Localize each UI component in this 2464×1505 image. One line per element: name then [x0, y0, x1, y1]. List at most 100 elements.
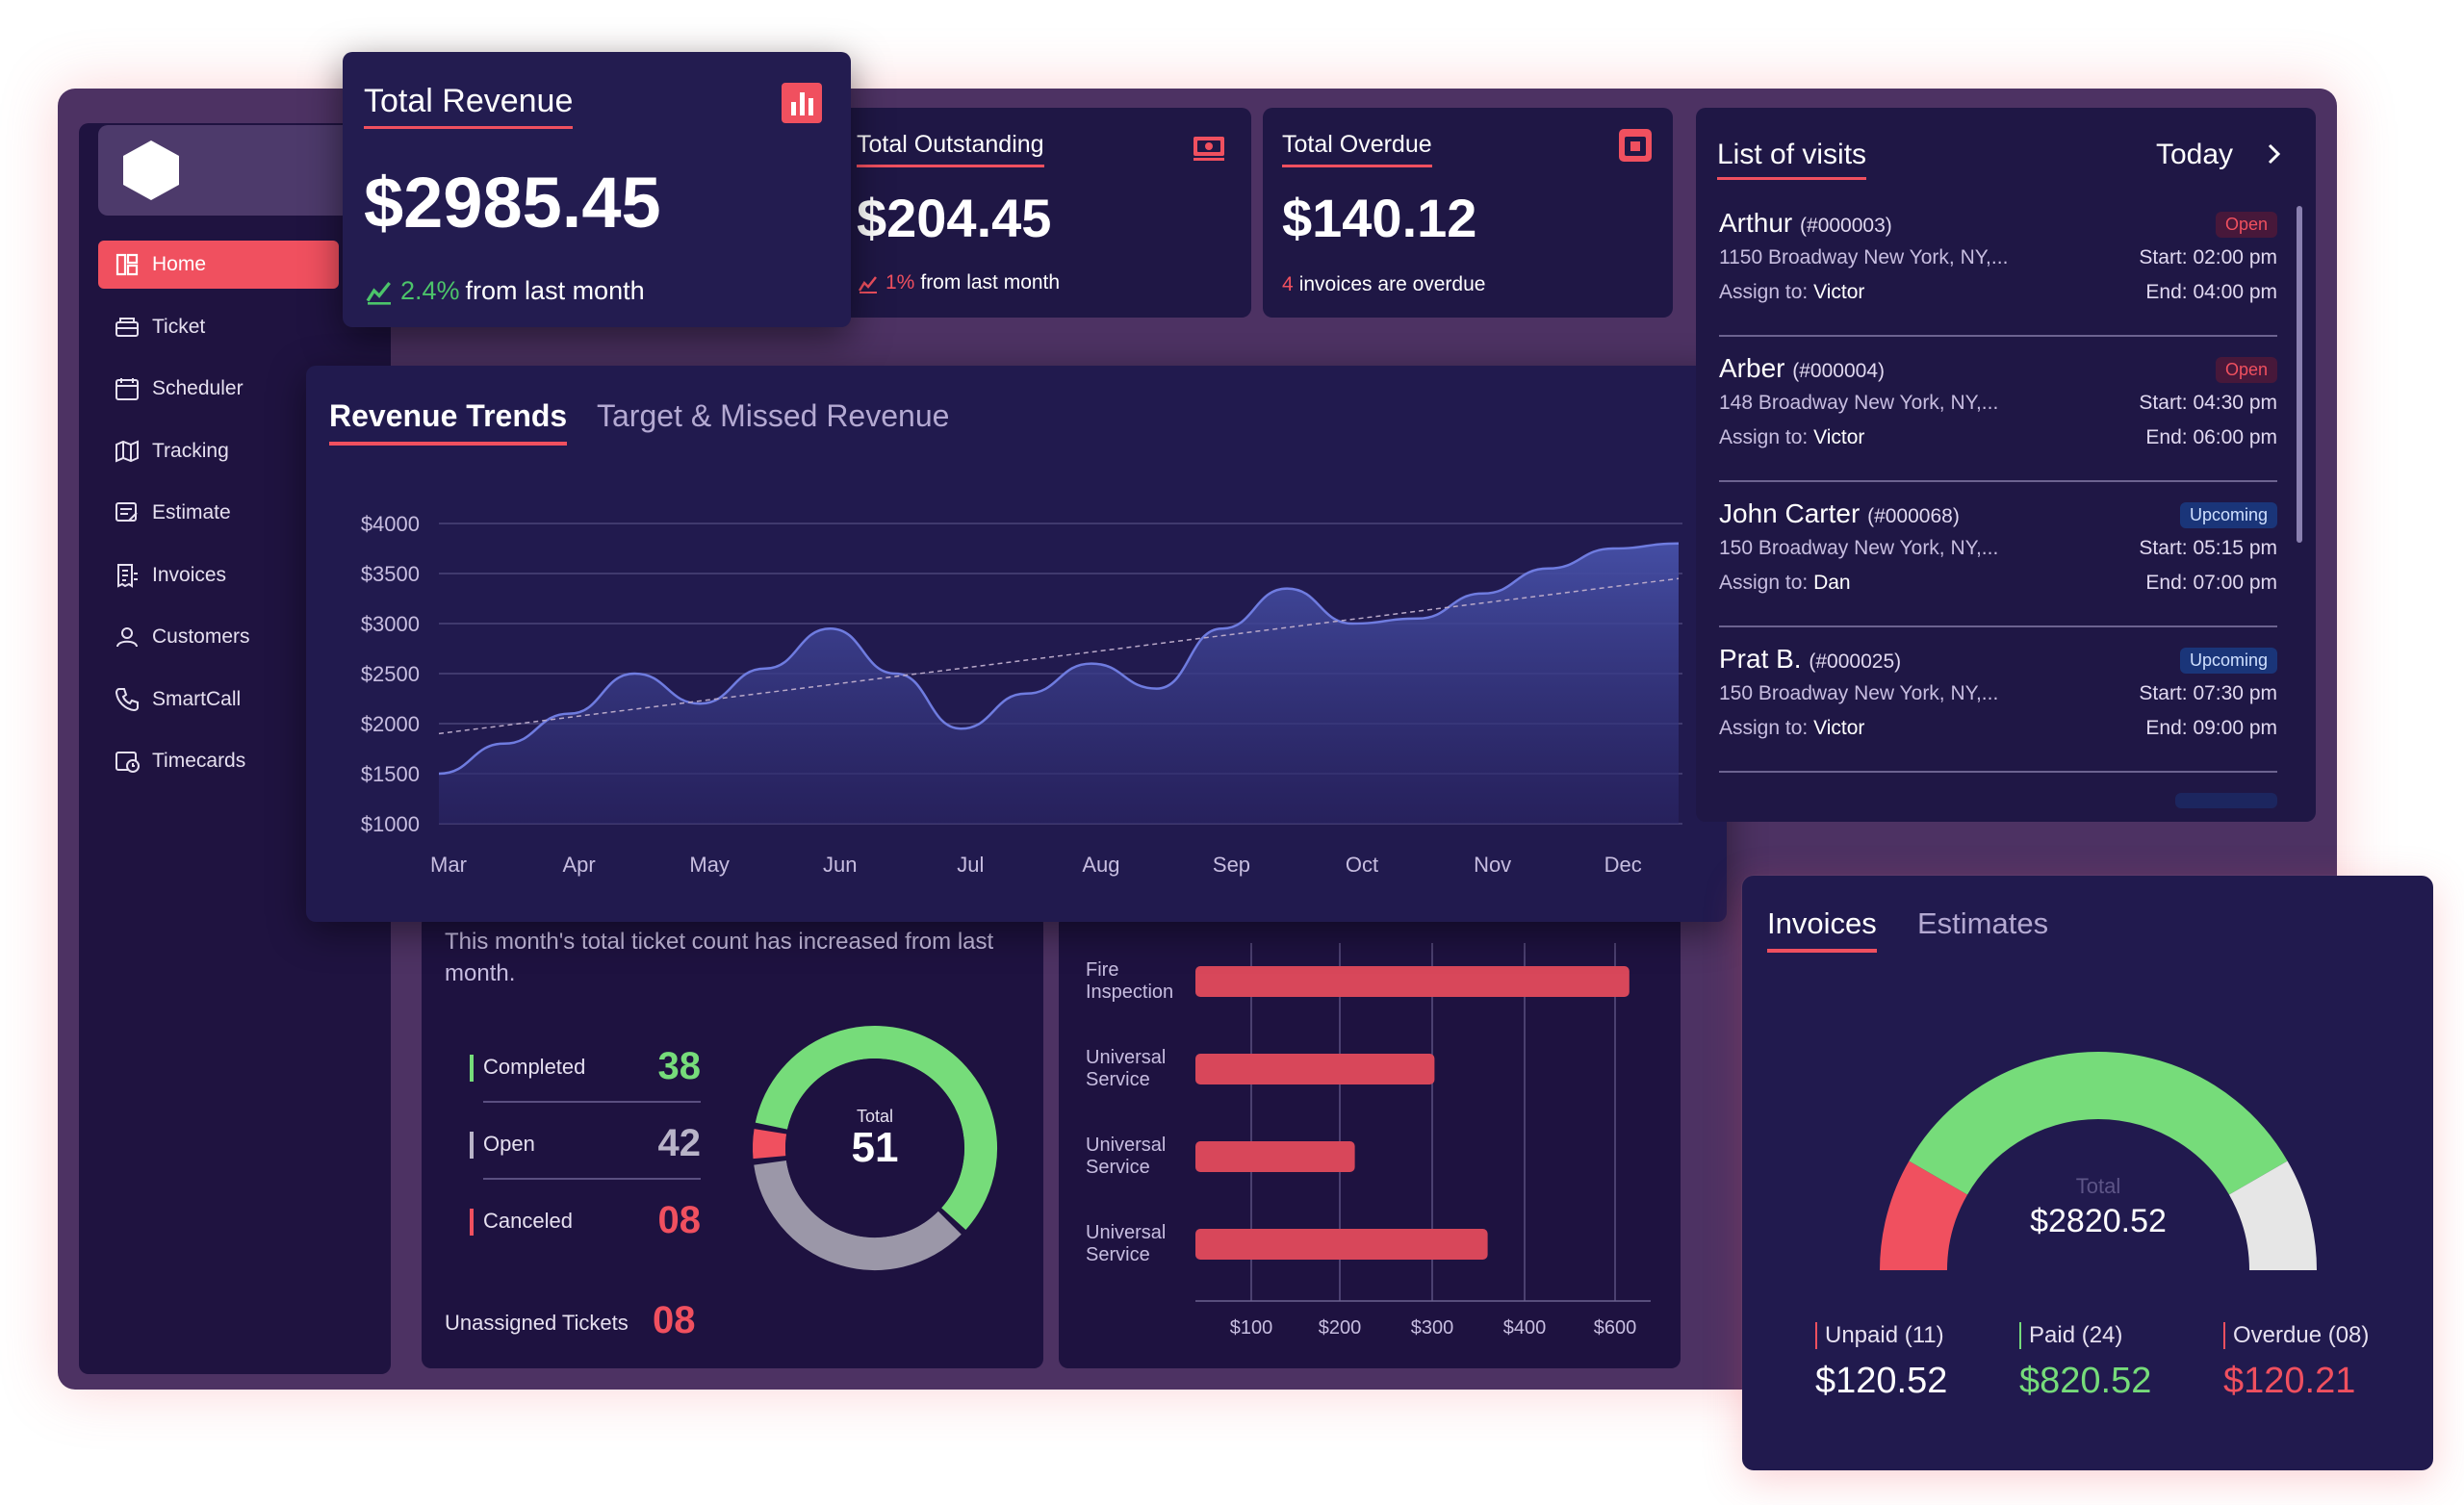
donut-total-label: Total [856, 1107, 894, 1126]
tab-revenue-trends[interactable]: Revenue Trends [329, 398, 568, 446]
stat-color-bar [470, 1209, 474, 1236]
y-tick-label: $3000 [361, 612, 420, 636]
revenue-area [439, 543, 1679, 824]
donut-slice-open [754, 1160, 962, 1270]
bar-chart-icon [782, 83, 822, 123]
visit-name: Prat B. (#000025) [1719, 644, 1901, 675]
y-tick-label: $2000 [361, 712, 420, 736]
divider [1719, 335, 2277, 337]
divider [1719, 771, 2277, 773]
outstanding-change-text: from last month [920, 271, 1061, 293]
sidebar-item-smartcall[interactable]: SmartCall [98, 676, 339, 724]
visit-assign: Assign to: Victor [1719, 717, 1864, 740]
visit-id: (#000004) [1792, 360, 1885, 382]
visits-period[interactable]: Today [2156, 139, 2234, 170]
stat-label: Canceled [483, 1209, 573, 1233]
visit-item[interactable]: Arthur (#000003) Open 1150 Broadway New Yo… [1719, 208, 2277, 352]
assignee: Victor [1813, 426, 1865, 448]
assignee: Victor [1813, 717, 1865, 739]
gauge-overdue-segment [2228, 1161, 2317, 1271]
x-tick-label: Aug [1082, 853, 1119, 877]
visit-start: Start: 05:15 pm [2139, 537, 2277, 559]
service-bar [1195, 1141, 1355, 1172]
user-icon [116, 627, 138, 648]
x-tick-label: $200 [1319, 1317, 1362, 1339]
stat-label: Completed [483, 1055, 586, 1079]
x-tick-label: Mar [430, 853, 467, 877]
visit-assign: Assign to: Victor [1719, 281, 1864, 304]
chevron-right-icon[interactable] [2260, 140, 2287, 167]
visit-address: 150 Broadway New York, NY,... [1719, 682, 1999, 704]
sidebar-item-label: Home [152, 253, 207, 275]
outstanding-title: Total Outstanding [857, 131, 1044, 167]
visit-start: Start: 07:30 pm [2139, 682, 2277, 704]
visit-start: Start: 04:30 pm [2139, 392, 2277, 414]
timecard-icon [116, 752, 140, 773]
assign-label: Assign to: [1719, 281, 1809, 303]
sidebar-item-scheduler[interactable]: Scheduler [98, 365, 339, 413]
visit-end: End: 06:00 pm [2145, 426, 2277, 448]
outstanding-change-pct: 1% [886, 271, 915, 293]
donut-slice-completed [755, 1026, 997, 1230]
divider [1719, 480, 2277, 482]
y-tick-label: $4000 [361, 512, 420, 536]
service-label: Fire [1086, 959, 1118, 981]
revenue-line [438, 542, 1680, 776]
visit-item[interactable]: John Carter (#000068) Upcoming 150 Broadwa… [1719, 498, 2277, 643]
gauge-unpaid-segment [1880, 1161, 1968, 1271]
visit-item[interactable]: Arber (#000004) Open 148 Broadway New York… [1719, 353, 2277, 497]
service-label: Service [1086, 1244, 1150, 1265]
assign-label: Assign to: [1719, 426, 1809, 448]
x-tick-label: Apr [562, 853, 595, 877]
sidebar-item-home[interactable]: Home [98, 241, 339, 289]
visit-name: Arthur (#000003) [1719, 208, 1892, 239]
tab-invoices[interactable]: Invoices [1767, 906, 1877, 953]
visit-id: (#000003) [1800, 215, 1892, 237]
sidebar-item-customers[interactable]: Customers [98, 613, 339, 661]
outstanding-change: 1% from last month [857, 271, 1060, 294]
visits-scrollbar[interactable] [2297, 206, 2302, 543]
assignee: Victor [1813, 281, 1865, 303]
revenue-change-pct: 2.4% [400, 275, 460, 305]
x-tick-label: Nov [1474, 853, 1511, 877]
visit-end: End: 04:00 pm [2145, 281, 2277, 303]
y-tick-label: $3500 [361, 562, 420, 586]
logo-hexagon-icon[interactable] [117, 137, 185, 204]
donut-total-value: 51 [851, 1124, 899, 1171]
y-tick-label: $1000 [361, 812, 420, 836]
revenue-change: 2.4% from last month [364, 275, 645, 306]
invoice-summary-label: Unpaid (11) [1815, 1322, 1947, 1349]
service-bar [1195, 1229, 1488, 1260]
visit-customer: Prat B. [1719, 644, 1802, 674]
invoices-card [1742, 876, 2433, 1470]
tab-estimates[interactable]: Estimates [1917, 906, 2049, 940]
service-label: Universal [1086, 1135, 1166, 1156]
sidebar-item-ticket[interactable]: Ticket [98, 303, 339, 351]
status-badge: Open [2215, 357, 2277, 383]
unassigned-label: Unassigned Tickets [445, 1311, 629, 1335]
divider [483, 1178, 701, 1180]
y-tick-label: $1500 [361, 762, 420, 786]
invoice-summary-value: $820.52 [2019, 1361, 2152, 1401]
gauge-total-value: $2820.52 [2030, 1203, 2167, 1239]
visit-customer: Arber [1719, 353, 1785, 383]
sidebar-item-estimate[interactable]: Estimate [98, 489, 339, 537]
visit-assign: Assign to: Dan [1719, 572, 1851, 595]
tab-target-missed-revenue[interactable]: Target & Missed Revenue [597, 398, 950, 433]
assignee: Dan [1813, 572, 1851, 594]
sidebar-item-invoices[interactable]: Invoices [98, 551, 339, 599]
sidebar-item-label: Invoices [152, 563, 227, 586]
x-tick-label: Sep [1213, 853, 1250, 877]
visit-start: Start: 02:00 pm [2139, 246, 2277, 268]
sidebar-item-label: Scheduler [152, 377, 244, 399]
sidebar-item-timecards[interactable]: Timecards [98, 737, 339, 785]
visit-end: End: 07:00 pm [2145, 572, 2277, 594]
x-tick-label: $300 [1411, 1317, 1454, 1339]
visit-address: 150 Broadway New York, NY,... [1719, 537, 1999, 559]
sidebar-item-tracking[interactable]: Tracking [98, 427, 339, 475]
donut-hole [785, 1059, 964, 1237]
assign-label: Assign to: [1719, 572, 1809, 594]
overdue-count: 4 [1282, 273, 1294, 295]
visit-item[interactable]: Prat B. (#000025) Upcoming 150 Broadway Ne… [1719, 644, 2277, 788]
visits-card [1696, 108, 2316, 822]
